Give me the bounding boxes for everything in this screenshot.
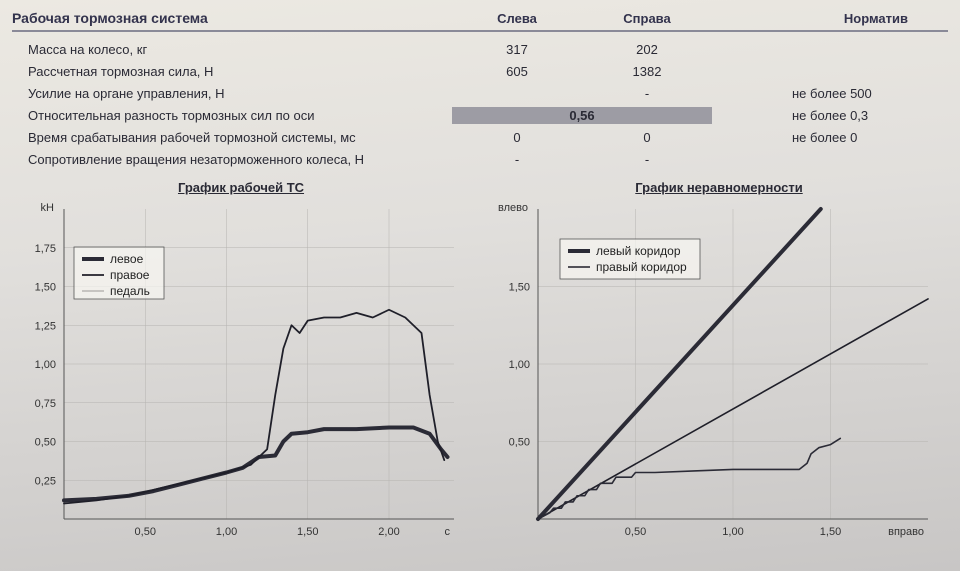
svg-text:1,75: 1,75 xyxy=(35,243,56,255)
svg-text:правый коридор: правый коридор xyxy=(596,260,687,274)
svg-text:педаль: педаль xyxy=(110,284,150,298)
row-label: Усилие на органе управления, Н xyxy=(12,86,452,101)
svg-text:правое: правое xyxy=(110,268,150,282)
chart-left-box: График рабочей ТС 0,25 0,50 0,75 1,00 1,25 1,… xyxy=(12,180,470,559)
svg-text:0,50: 0,50 xyxy=(509,437,530,449)
svg-text:0,75: 0,75 xyxy=(35,398,56,410)
header-title: Рабочая тормозная система xyxy=(12,10,452,26)
svg-text:1,00: 1,00 xyxy=(722,526,743,538)
svg-text:1,00: 1,00 xyxy=(35,359,56,371)
svg-text:0,50: 0,50 xyxy=(35,437,56,449)
value-norm: не более 0,3 xyxy=(712,108,948,123)
value-left: - xyxy=(452,152,582,167)
svg-text:1,00: 1,00 xyxy=(216,526,237,538)
value-norm: не более 0 xyxy=(712,130,948,145)
svg-text:1,50: 1,50 xyxy=(820,526,841,538)
charts-area: График рабочей ТС 0,25 0,50 0,75 1,00 1,25 1,… xyxy=(12,180,948,559)
header-col-norm: Норматив xyxy=(712,11,948,26)
table-row: Усилие на органе управления, Н -не более … xyxy=(12,82,948,104)
table-row: Относительная разность тормозных сил по … xyxy=(12,104,948,126)
svg-text:0,50: 0,50 xyxy=(135,526,156,538)
svg-text:1,50: 1,50 xyxy=(297,526,318,538)
value-right: 1382 xyxy=(582,64,712,79)
chart-right-svg: 0,50 1,00 1,50 0,50 1,00 1,50 влево вправо левый… xyxy=(490,199,940,559)
row-label: Относительная разность тормозных сил по … xyxy=(12,108,452,123)
row-label: Масса на колесо, кг xyxy=(12,42,452,57)
value-left: 0 xyxy=(452,130,582,145)
data-rows: Масса на колесо, кг317202Рассчетная торм… xyxy=(12,38,948,170)
svg-text:0,50: 0,50 xyxy=(625,526,646,538)
value-right: 202 xyxy=(582,42,712,57)
row-label: Рассчетная тормозная сила, Н xyxy=(12,64,452,79)
value-right: - xyxy=(582,152,712,167)
svg-text:1,00: 1,00 xyxy=(509,359,530,371)
svg-text:левое: левое xyxy=(110,252,144,266)
highlight-value: 0,56 xyxy=(452,107,712,124)
value-norm: не более 500 xyxy=(712,86,948,101)
chart-right-box: График неравномерности 0,50 1,00 1,50 0,50 1… xyxy=(490,180,948,559)
header-col-left: Слева xyxy=(452,11,582,26)
row-label: Сопротивление вращения незаторможенного … xyxy=(12,152,452,167)
svg-text:1,50: 1,50 xyxy=(35,282,56,294)
table-row: Сопротивление вращения незаторможенного … xyxy=(12,148,948,170)
svg-text:2,00: 2,00 xyxy=(378,526,399,538)
value-right: - xyxy=(582,86,712,101)
svg-text:вправо: вправо xyxy=(888,526,924,538)
svg-text:0,25: 0,25 xyxy=(35,475,56,487)
svg-text:c: c xyxy=(445,526,451,538)
row-label: Время срабатывания рабочей тормозной сис… xyxy=(12,130,452,145)
table-row: Время срабатывания рабочей тормозной сис… xyxy=(12,126,948,148)
svg-text:левый коридор: левый коридор xyxy=(596,244,681,258)
value-left: 605 xyxy=(452,64,582,79)
svg-text:1,50: 1,50 xyxy=(509,282,530,294)
table-row: Рассчетная тормозная сила, Н6051382 xyxy=(12,60,948,82)
svg-text:kH: kH xyxy=(41,202,55,214)
chart-right-title: График неравномерности xyxy=(490,180,948,195)
chart-left-svg: 0,25 0,50 0,75 1,00 1,25 1,50 1,75 0,50 1,00 1,50… xyxy=(12,199,462,559)
chart-left-title: График рабочей ТС xyxy=(12,180,470,195)
table-header: Рабочая тормозная система Слева Справа Н… xyxy=(12,8,948,32)
table-row: Масса на колесо, кг317202 xyxy=(12,38,948,60)
svg-text:влево: влево xyxy=(498,202,528,214)
svg-text:1,25: 1,25 xyxy=(35,320,56,332)
header-col-right: Справа xyxy=(582,11,712,26)
value-left: 317 xyxy=(452,42,582,57)
value-right: 0 xyxy=(582,130,712,145)
